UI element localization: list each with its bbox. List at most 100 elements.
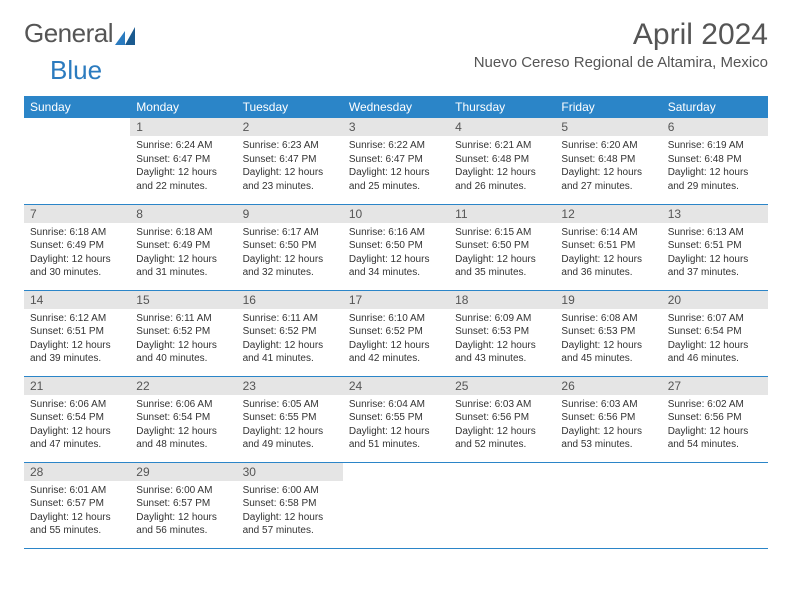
- daylight-text: Daylight: 12 hours and 34 minutes.: [349, 253, 443, 280]
- day-data: Sunrise: 6:00 AMSunset: 6:57 PMDaylight:…: [130, 481, 236, 542]
- daylight-text: Daylight: 12 hours and 31 minutes.: [136, 253, 230, 280]
- day-number: 12: [555, 205, 661, 223]
- sunset-text: Sunset: 6:48 PM: [668, 153, 762, 167]
- daylight-text: Daylight: 12 hours and 36 minutes.: [561, 253, 655, 280]
- sunrise-text: Sunrise: 6:01 AM: [30, 484, 124, 498]
- daylight-text: Daylight: 12 hours and 35 minutes.: [455, 253, 549, 280]
- sunset-text: Sunset: 6:52 PM: [243, 325, 337, 339]
- calendar-day-cell: 25Sunrise: 6:03 AMSunset: 6:56 PMDayligh…: [449, 376, 555, 462]
- sunrise-text: Sunrise: 6:06 AM: [136, 398, 230, 412]
- calendar-body: 1Sunrise: 6:24 AMSunset: 6:47 PMDaylight…: [24, 118, 768, 548]
- calendar-week-row: 7Sunrise: 6:18 AMSunset: 6:49 PMDaylight…: [24, 204, 768, 290]
- day-number: 3: [343, 118, 449, 136]
- day-data: Sunrise: 6:15 AMSunset: 6:50 PMDaylight:…: [449, 223, 555, 284]
- day-data: Sunrise: 6:21 AMSunset: 6:48 PMDaylight:…: [449, 136, 555, 197]
- sunrise-text: Sunrise: 6:18 AM: [30, 226, 124, 240]
- sunrise-text: Sunrise: 6:03 AM: [561, 398, 655, 412]
- calendar-day-cell: 8Sunrise: 6:18 AMSunset: 6:49 PMDaylight…: [130, 204, 236, 290]
- day-number: 7: [24, 205, 130, 223]
- sunset-text: Sunset: 6:56 PM: [561, 411, 655, 425]
- day-number: 9: [237, 205, 343, 223]
- calendar-day-cell: 18Sunrise: 6:09 AMSunset: 6:53 PMDayligh…: [449, 290, 555, 376]
- calendar-day-cell: 14Sunrise: 6:12 AMSunset: 6:51 PMDayligh…: [24, 290, 130, 376]
- sunset-text: Sunset: 6:53 PM: [455, 325, 549, 339]
- sunrise-text: Sunrise: 6:19 AM: [668, 139, 762, 153]
- daylight-text: Daylight: 12 hours and 30 minutes.: [30, 253, 124, 280]
- day-data: Sunrise: 6:08 AMSunset: 6:53 PMDaylight:…: [555, 309, 661, 370]
- day-data: Sunrise: 6:13 AMSunset: 6:51 PMDaylight:…: [662, 223, 768, 284]
- day-number: 1: [130, 118, 236, 136]
- weekday-header: Saturday: [662, 96, 768, 118]
- sunset-text: Sunset: 6:47 PM: [243, 153, 337, 167]
- day-data: Sunrise: 6:03 AMSunset: 6:56 PMDaylight:…: [449, 395, 555, 456]
- day-number: 30: [237, 463, 343, 481]
- calendar-day-cell: [24, 118, 130, 204]
- daylight-text: Daylight: 12 hours and 48 minutes.: [136, 425, 230, 452]
- calendar-day-cell: 7 Sunrise: 6:18 AMSunset: 6:49 PMDaylight…: [24, 204, 130, 290]
- day-data: Sunrise: 6:22 AMSunset: 6:47 PMDaylight:…: [343, 136, 449, 197]
- sunset-text: Sunset: 6:53 PM: [561, 325, 655, 339]
- daylight-text: Daylight: 12 hours and 40 minutes.: [136, 339, 230, 366]
- sunset-text: Sunset: 6:52 PM: [349, 325, 443, 339]
- sunset-text: Sunset: 6:55 PM: [349, 411, 443, 425]
- day-data: Sunrise: 6:02 AMSunset: 6:56 PMDaylight:…: [662, 395, 768, 456]
- sunset-text: Sunset: 6:57 PM: [136, 497, 230, 511]
- sunrise-text: Sunrise: 6:20 AM: [561, 139, 655, 153]
- calendar-week-row: 14Sunrise: 6:12 AMSunset: 6:51 PMDayligh…: [24, 290, 768, 376]
- day-data: Sunrise: 6:11 AMSunset: 6:52 PMDaylight:…: [130, 309, 236, 370]
- calendar-week-row: 21Sunrise: 6:06 AMSunset: 6:54 PMDayligh…: [24, 376, 768, 462]
- calendar-day-cell: 20Sunrise: 6:07 AMSunset: 6:54 PMDayligh…: [662, 290, 768, 376]
- sunset-text: Sunset: 6:48 PM: [561, 153, 655, 167]
- sunset-text: Sunset: 6:50 PM: [455, 239, 549, 253]
- calendar-day-cell: 19Sunrise: 6:08 AMSunset: 6:53 PMDayligh…: [555, 290, 661, 376]
- sunset-text: Sunset: 6:50 PM: [243, 239, 337, 253]
- sunrise-text: Sunrise: 6:24 AM: [136, 139, 230, 153]
- sunset-text: Sunset: 6:51 PM: [668, 239, 762, 253]
- daylight-text: Daylight: 12 hours and 27 minutes.: [561, 166, 655, 193]
- day-data: Sunrise: 6:20 AMSunset: 6:48 PMDaylight:…: [555, 136, 661, 197]
- calendar-day-cell: 30Sunrise: 6:00 AMSunset: 6:58 PMDayligh…: [237, 462, 343, 548]
- sunrise-text: Sunrise: 6:13 AM: [668, 226, 762, 240]
- sunrise-text: Sunrise: 6:23 AM: [243, 139, 337, 153]
- day-data: Sunrise: 6:03 AMSunset: 6:56 PMDaylight:…: [555, 395, 661, 456]
- calendar-day-cell: 21Sunrise: 6:06 AMSunset: 6:54 PMDayligh…: [24, 376, 130, 462]
- sunrise-text: Sunrise: 6:00 AM: [243, 484, 337, 498]
- calendar-day-cell: 16Sunrise: 6:11 AMSunset: 6:52 PMDayligh…: [237, 290, 343, 376]
- day-number: 27: [662, 377, 768, 395]
- day-data: Sunrise: 6:11 AMSunset: 6:52 PMDaylight:…: [237, 309, 343, 370]
- daylight-text: Daylight: 12 hours and 26 minutes.: [455, 166, 549, 193]
- sunrise-text: Sunrise: 6:14 AM: [561, 226, 655, 240]
- calendar-day-cell: [449, 462, 555, 548]
- day-number: 28: [24, 463, 130, 481]
- calendar-day-cell: [555, 462, 661, 548]
- daylight-text: Daylight: 12 hours and 52 minutes.: [455, 425, 549, 452]
- sunrise-text: Sunrise: 6:22 AM: [349, 139, 443, 153]
- weekday-header: Friday: [555, 96, 661, 118]
- calendar-day-cell: 6Sunrise: 6:19 AMSunset: 6:48 PMDaylight…: [662, 118, 768, 204]
- sunset-text: Sunset: 6:54 PM: [668, 325, 762, 339]
- weekday-header: Monday: [130, 96, 236, 118]
- weekday-header: Sunday: [24, 96, 130, 118]
- weekday-header: Thursday: [449, 96, 555, 118]
- daylight-text: Daylight: 12 hours and 57 minutes.: [243, 511, 337, 538]
- calendar-day-cell: 23Sunrise: 6:05 AMSunset: 6:55 PMDayligh…: [237, 376, 343, 462]
- daylight-text: Daylight: 12 hours and 45 minutes.: [561, 339, 655, 366]
- day-data: Sunrise: 6:24 AMSunset: 6:47 PMDaylight:…: [130, 136, 236, 197]
- weekday-header: Wednesday: [343, 96, 449, 118]
- daylight-text: Daylight: 12 hours and 56 minutes.: [136, 511, 230, 538]
- calendar-day-cell: 5Sunrise: 6:20 AMSunset: 6:48 PMDaylight…: [555, 118, 661, 204]
- daylight-text: Daylight: 12 hours and 22 minutes.: [136, 166, 230, 193]
- daylight-text: Daylight: 12 hours and 43 minutes.: [455, 339, 549, 366]
- daylight-text: Daylight: 12 hours and 54 minutes.: [668, 425, 762, 452]
- logo-text-blue: Blue: [50, 55, 102, 85]
- sunrise-text: Sunrise: 6:09 AM: [455, 312, 549, 326]
- calendar-day-cell: 17Sunrise: 6:10 AMSunset: 6:52 PMDayligh…: [343, 290, 449, 376]
- day-number: 13: [662, 205, 768, 223]
- day-data: Sunrise: 6:10 AMSunset: 6:52 PMDaylight:…: [343, 309, 449, 370]
- daylight-text: Daylight: 12 hours and 29 minutes.: [668, 166, 762, 193]
- daylight-text: Daylight: 12 hours and 25 minutes.: [349, 166, 443, 193]
- sunset-text: Sunset: 6:49 PM: [30, 239, 124, 253]
- sunrise-text: Sunrise: 6:10 AM: [349, 312, 443, 326]
- sunrise-text: Sunrise: 6:11 AM: [136, 312, 230, 326]
- day-number: 23: [237, 377, 343, 395]
